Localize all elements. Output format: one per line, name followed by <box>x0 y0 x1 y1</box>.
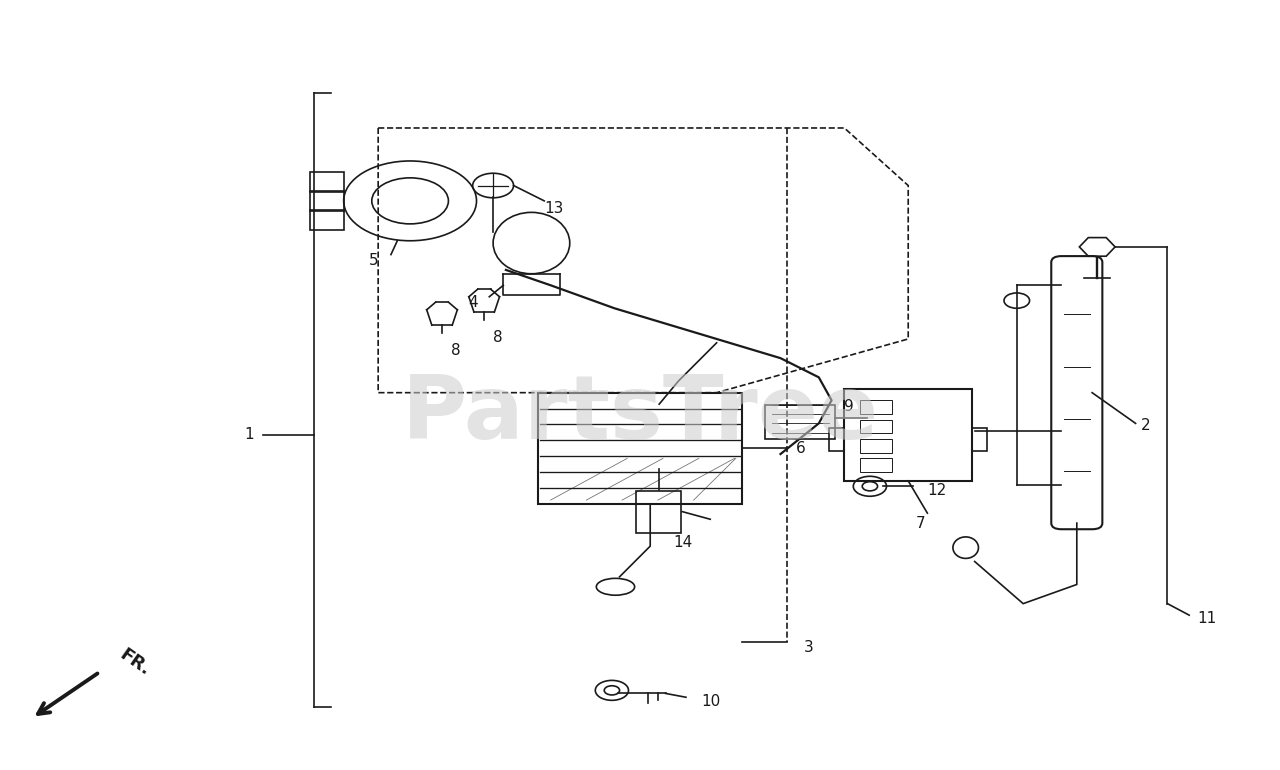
Text: 7: 7 <box>916 516 925 531</box>
Bar <box>311 191 344 211</box>
Text: 4: 4 <box>468 296 477 310</box>
Text: 12: 12 <box>928 483 947 497</box>
Text: 2: 2 <box>1140 418 1151 434</box>
Text: 11: 11 <box>1197 611 1216 626</box>
Bar <box>829 428 845 451</box>
Bar <box>860 420 892 434</box>
Bar <box>860 458 892 472</box>
Bar <box>860 400 892 414</box>
Text: 13: 13 <box>544 201 563 216</box>
Bar <box>765 405 836 439</box>
Text: 6: 6 <box>796 440 805 456</box>
Bar <box>636 491 681 533</box>
Text: 5: 5 <box>369 253 378 268</box>
Text: 8: 8 <box>493 330 503 345</box>
Text: 9: 9 <box>845 399 854 414</box>
Text: 3: 3 <box>804 640 813 655</box>
Bar <box>538 393 742 504</box>
Text: FR.: FR. <box>116 646 154 680</box>
Text: 14: 14 <box>673 535 692 550</box>
Bar <box>311 172 344 192</box>
Bar <box>845 389 972 481</box>
Bar <box>311 210 344 230</box>
Text: 10: 10 <box>701 694 721 708</box>
Text: 8: 8 <box>451 343 461 358</box>
Bar <box>860 439 892 453</box>
Text: 1: 1 <box>244 427 255 443</box>
Text: PartsTree: PartsTree <box>402 370 878 457</box>
Bar <box>972 428 987 451</box>
